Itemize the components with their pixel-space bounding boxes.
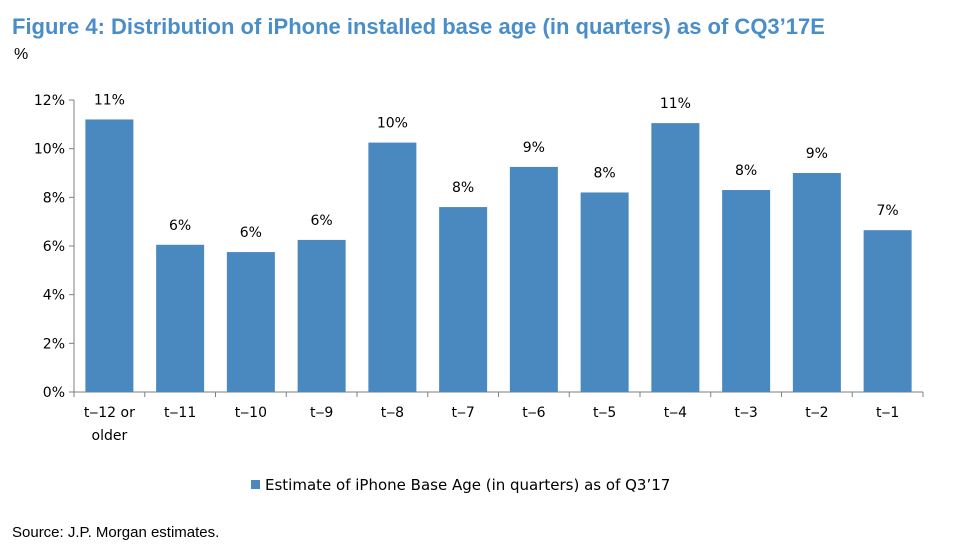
legend-swatch xyxy=(251,480,260,489)
x-tick-label: t‒3 xyxy=(734,405,757,421)
data-label: 8% xyxy=(594,165,616,181)
x-tick-label: t‒9 xyxy=(310,405,333,421)
x-tick-label: older xyxy=(92,428,128,444)
x-tick-label: t‒7 xyxy=(451,405,474,421)
bar xyxy=(439,207,488,392)
data-label: 9% xyxy=(523,140,545,156)
figure-title: Figure 4: Distribution of iPhone install… xyxy=(12,14,825,39)
bar xyxy=(863,230,912,392)
y-tick-label: 0% xyxy=(43,385,65,401)
bar xyxy=(651,123,700,392)
x-tick-label: t‒2 xyxy=(805,405,828,421)
y-tick-label: 2% xyxy=(43,336,65,352)
legend-label: Estimate of iPhone Base Age (in quarters… xyxy=(265,476,670,494)
unit-label: % xyxy=(14,46,29,63)
x-tick-label: t‒8 xyxy=(381,405,404,421)
data-label: 11% xyxy=(660,96,691,112)
x-tick-label: t‒5 xyxy=(593,405,616,421)
x-tick-label: t‒4 xyxy=(664,405,687,421)
x-tick-label: t‒10 xyxy=(235,405,267,421)
data-label: 11% xyxy=(94,92,125,108)
data-label: 8% xyxy=(452,180,474,196)
data-label: 10% xyxy=(377,116,408,132)
x-tick-label: t‒12 or xyxy=(84,405,135,421)
y-tick-label: 12% xyxy=(34,93,65,109)
source-note: Source: J.P. Morgan estimates. xyxy=(12,524,220,541)
y-tick-label: 10% xyxy=(34,142,65,158)
data-label: 8% xyxy=(735,163,757,179)
bar xyxy=(792,173,841,392)
y-tick-label: 4% xyxy=(43,288,65,304)
bar xyxy=(85,119,134,392)
x-tick-label: t‒1 xyxy=(876,405,899,421)
data-label: 9% xyxy=(806,146,828,162)
bar xyxy=(368,142,417,392)
bar xyxy=(722,190,771,392)
data-label: 6% xyxy=(240,225,262,241)
bar xyxy=(580,192,629,392)
x-tick-label: t‒11 xyxy=(164,405,196,421)
data-label: 7% xyxy=(877,203,899,219)
bar xyxy=(156,244,205,392)
y-tick-label: 8% xyxy=(43,190,65,206)
data-label: 6% xyxy=(169,218,191,234)
y-tick-label: 6% xyxy=(43,239,65,255)
bar xyxy=(297,239,346,392)
bar xyxy=(226,252,275,392)
data-label: 6% xyxy=(311,213,333,229)
bar xyxy=(509,166,558,392)
x-tick-label: t‒6 xyxy=(522,405,545,421)
